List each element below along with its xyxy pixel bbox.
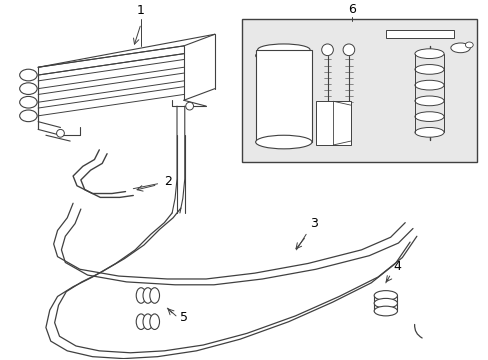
Ellipse shape [255, 135, 311, 149]
Ellipse shape [20, 69, 37, 81]
Text: 1: 1 [137, 4, 145, 17]
Ellipse shape [257, 44, 309, 55]
Circle shape [321, 44, 333, 55]
Text: 2: 2 [164, 175, 172, 188]
Ellipse shape [414, 112, 443, 121]
Bar [255, 50, 311, 142]
Ellipse shape [149, 288, 159, 303]
Ellipse shape [20, 110, 37, 122]
Ellipse shape [373, 306, 397, 316]
Text: 3: 3 [309, 217, 317, 230]
Ellipse shape [373, 298, 397, 308]
Ellipse shape [414, 80, 443, 90]
Ellipse shape [136, 314, 145, 329]
Circle shape [343, 44, 354, 55]
Ellipse shape [20, 83, 37, 94]
Bar [315, 101, 350, 145]
Ellipse shape [465, 42, 472, 48]
Text: 5: 5 [180, 311, 187, 324]
Ellipse shape [414, 127, 443, 137]
Text: 4: 4 [393, 260, 401, 273]
Ellipse shape [149, 314, 159, 329]
Bar [385, 30, 453, 38]
Circle shape [57, 130, 64, 137]
Ellipse shape [255, 49, 311, 62]
Ellipse shape [136, 288, 145, 303]
Ellipse shape [414, 96, 443, 106]
Ellipse shape [142, 314, 152, 329]
Ellipse shape [142, 288, 152, 303]
Text: 6: 6 [347, 3, 355, 16]
Ellipse shape [373, 291, 397, 300]
Circle shape [185, 102, 193, 110]
Ellipse shape [414, 49, 443, 59]
Ellipse shape [414, 64, 443, 74]
Ellipse shape [450, 43, 469, 53]
Bar [242, 19, 476, 162]
Ellipse shape [20, 96, 37, 108]
